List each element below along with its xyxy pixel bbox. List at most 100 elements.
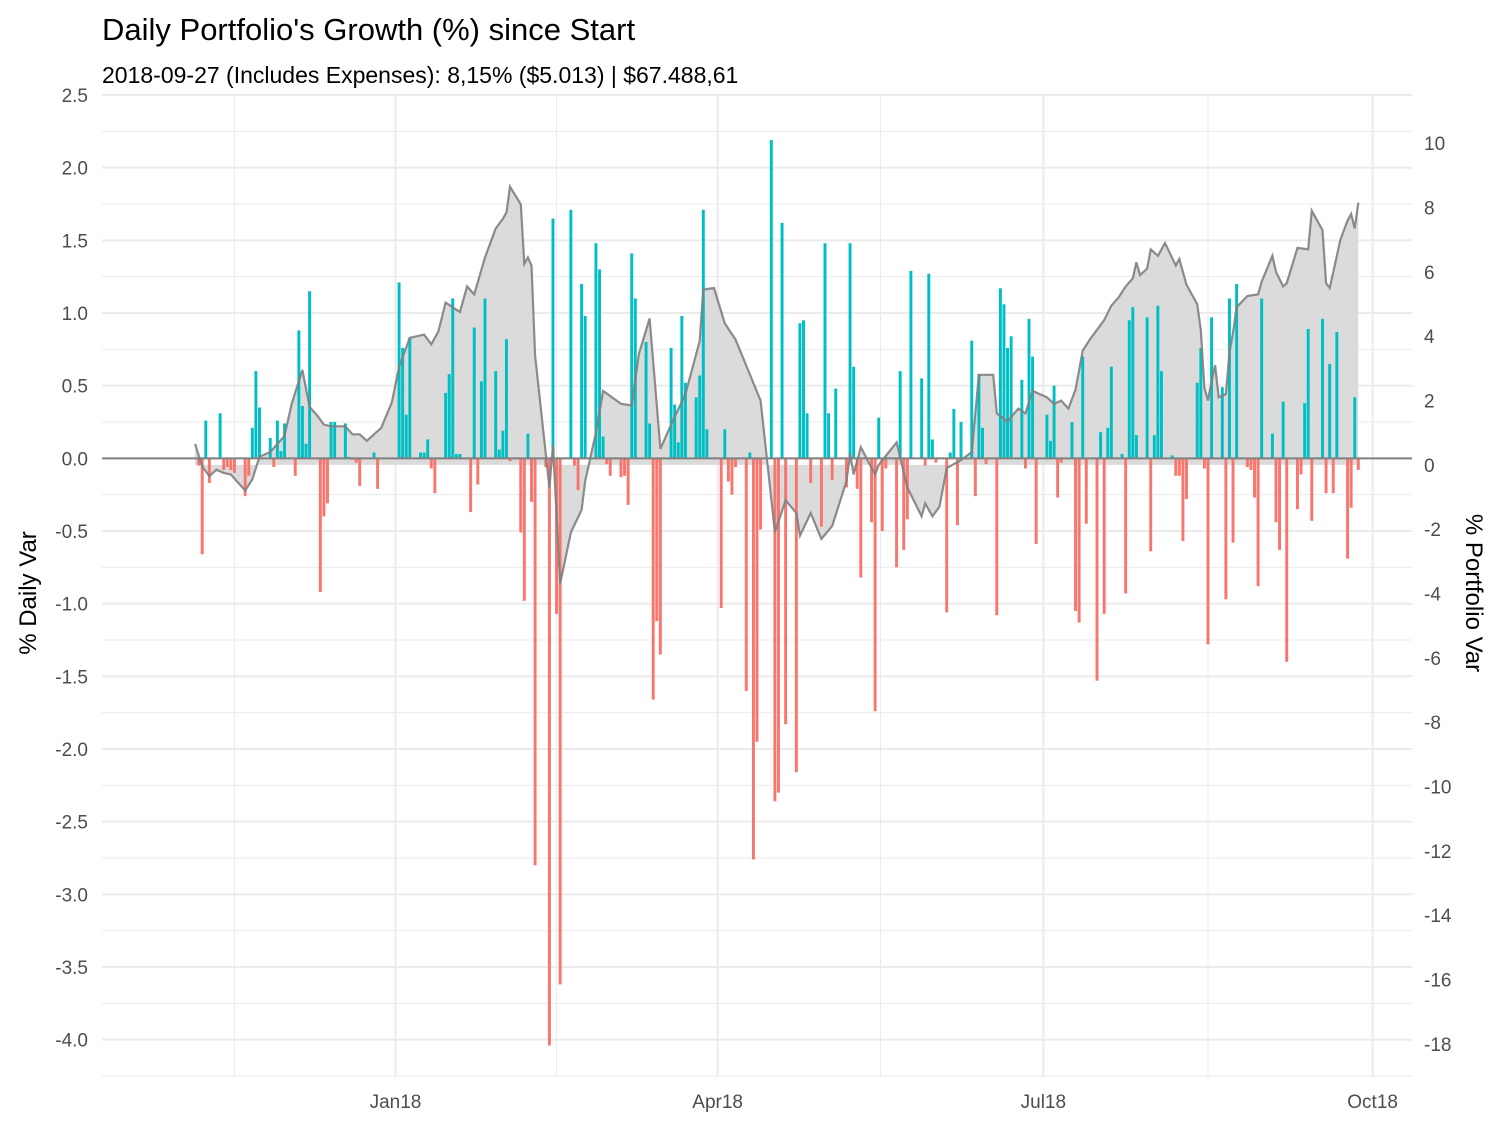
bar-positive: [877, 417, 881, 459]
bar-positive: [254, 371, 258, 459]
bar-positive: [705, 429, 709, 459]
bar-positive: [1270, 433, 1274, 459]
bar-positive: [998, 288, 1002, 459]
bar-positive: [673, 404, 677, 459]
bar-positive: [1027, 318, 1031, 459]
bar-positive: [1353, 397, 1357, 459]
bar-negative: [358, 458, 362, 486]
bar-negative: [809, 458, 813, 484]
bar-negative: [1177, 458, 1181, 476]
bar-positive: [479, 381, 483, 459]
bar-positive: [952, 408, 956, 459]
bar-negative: [1124, 458, 1128, 594]
daily-bars-layer: [197, 140, 1360, 1046]
bar-negative: [819, 458, 823, 527]
bar-negative: [777, 458, 780, 793]
y2-tick-label: -10: [1424, 778, 1451, 799]
chart-title: Daily Portfolio's Growth (%) since Start: [102, 12, 635, 47]
y-tick-label: -4.0: [55, 1031, 88, 1052]
bar-positive: [250, 427, 254, 459]
bar-positive: [909, 270, 913, 459]
bar-positive: [1152, 435, 1156, 459]
bar-positive: [1170, 455, 1174, 459]
bar-positive: [1199, 347, 1203, 459]
bar-positive: [948, 452, 952, 459]
bar-negative: [995, 458, 999, 616]
y2-tick-label: -14: [1424, 906, 1452, 927]
bar-positive: [1070, 422, 1074, 459]
y-tick-label: -1.0: [55, 595, 88, 616]
bar-positive: [419, 452, 423, 459]
bar-positive: [970, 340, 974, 459]
bar-positive: [1081, 356, 1085, 459]
bar-negative: [794, 458, 798, 773]
bar-positive: [769, 140, 773, 459]
y2-tick-label: -4: [1424, 585, 1441, 606]
y2-axis-title: % Portfolio Var: [1460, 514, 1487, 672]
bar-positive: [204, 420, 208, 459]
y2-tick-label: 0: [1424, 456, 1435, 477]
y-axis-title: % Daily Var: [15, 531, 42, 655]
bar-negative: [619, 458, 623, 478]
bar-negative: [1285, 458, 1289, 662]
bar-positive: [1002, 304, 1006, 459]
bar-positive: [798, 323, 802, 459]
bar-negative: [1102, 458, 1106, 614]
portfolio-line-layer: [194, 183, 1360, 585]
bar-positive: [644, 342, 648, 459]
y-tick-label: -3.0: [55, 885, 88, 906]
bar-negative: [1056, 458, 1060, 498]
bar-positive: [1052, 385, 1056, 459]
bar-negative: [429, 458, 433, 469]
bar-positive: [723, 429, 727, 459]
bar-negative: [576, 458, 580, 491]
bar-negative: [1249, 458, 1253, 470]
bar-negative: [354, 458, 358, 463]
bar-positive: [680, 315, 684, 459]
bar-positive: [1134, 435, 1138, 459]
bar-positive: [802, 320, 805, 459]
bar-negative: [1174, 458, 1178, 476]
bar-negative: [533, 458, 537, 866]
y-tick-label: 2.0: [62, 159, 88, 180]
bar-positive: [1328, 363, 1332, 459]
bar-negative: [476, 458, 480, 485]
y-tick-label: -2.5: [55, 813, 88, 834]
bar-negative: [784, 458, 788, 725]
bar-negative: [1331, 458, 1335, 494]
bar-positive: [308, 291, 312, 459]
bar-positive: [304, 443, 308, 459]
bar-positive: [497, 449, 501, 459]
bar-positive: [981, 427, 984, 459]
bar-positive: [1227, 298, 1231, 459]
bar-negative: [623, 458, 627, 476]
portfolio-area: [195, 186, 1359, 584]
bar-negative: [519, 458, 523, 533]
bar-positive: [1303, 403, 1307, 459]
bar-positive: [451, 298, 455, 459]
bar-positive: [501, 430, 505, 459]
bar-negative: [870, 458, 873, 523]
bar-positive: [630, 253, 634, 459]
bar-negative: [1299, 458, 1303, 475]
bar-negative: [934, 458, 938, 463]
y2-tick-label: 2: [1424, 392, 1435, 413]
x-axis-ticks: Jan18 Apr18 Jul18 Oct18: [370, 1092, 1398, 1113]
bar-positive: [1220, 387, 1224, 459]
bar-negative: [1095, 458, 1099, 681]
bar-negative: [1231, 458, 1235, 543]
bar-negative: [1181, 458, 1185, 542]
bar-negative: [755, 458, 759, 742]
bar-positive: [583, 315, 587, 459]
bar-negative: [626, 458, 630, 505]
y2-tick-label: -6: [1424, 649, 1441, 670]
bar-positive: [920, 378, 924, 459]
bar-negative: [433, 458, 437, 494]
bar-positive: [1120, 453, 1124, 459]
bar-positive: [977, 374, 981, 459]
bar-positive: [1006, 347, 1010, 459]
bar-positive: [401, 347, 405, 459]
bar-negative: [197, 458, 201, 466]
bar-positive: [343, 423, 347, 459]
bar-negative: [1245, 458, 1249, 468]
